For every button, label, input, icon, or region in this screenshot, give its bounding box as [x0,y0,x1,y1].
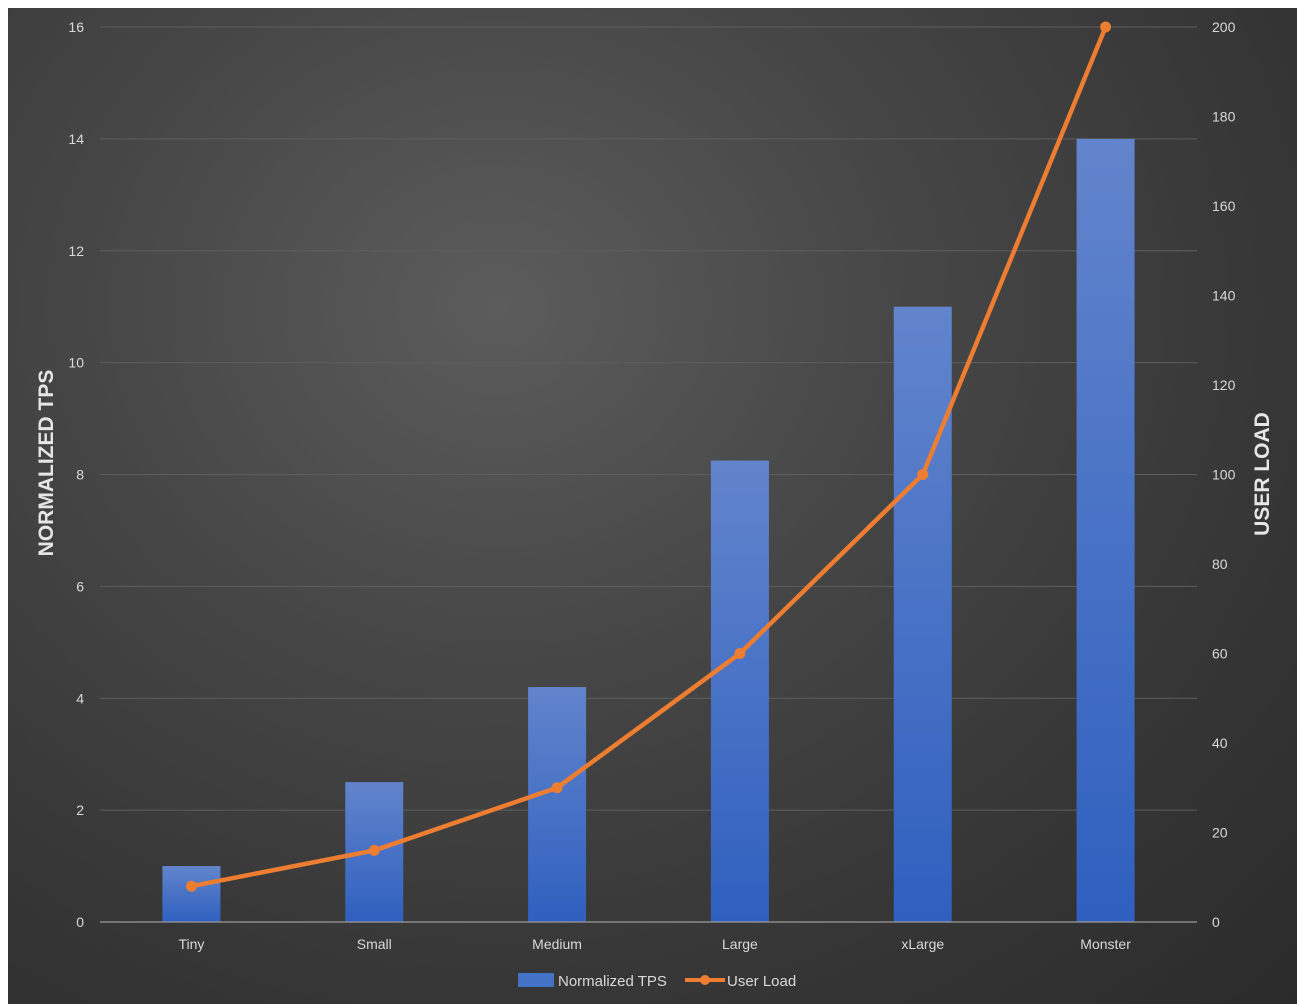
legend-label: User Load [727,973,796,990]
x-tick-label: xLarge [901,936,944,952]
line-point [185,880,197,892]
y-tick-label: 14 [68,131,84,147]
legend-line-marker [700,975,710,985]
legend-label: Normalized TPS [558,973,667,990]
y-axis-right: 0 20 40 60 80 100 120 140 160 180 200 [1212,19,1236,930]
x-tick-label: Tiny [178,936,204,952]
y-tick-label: 6 [76,578,84,594]
x-axis: Tiny Small Medium Large xLarge Monster [100,921,1197,952]
y-tick-label: 16 [68,19,84,35]
bar [893,306,952,922]
y2-tick-label: 20 [1212,825,1228,841]
bar [528,687,587,922]
y-tick-label: 0 [76,914,84,930]
y-axis-left: 0 2 4 6 8 10 12 14 16 [68,19,84,930]
line-series [185,21,1112,892]
y2-tick-label: 160 [1212,198,1236,214]
y2-tick-label: 120 [1212,377,1236,393]
y2-tick-label: 40 [1212,735,1228,751]
x-tick-label: Medium [532,936,582,952]
y-axis-title: NORMALIZED TPS [35,370,58,557]
y2-tick-label: 200 [1212,19,1236,35]
y2-tick-label: 140 [1212,288,1236,304]
series-line [189,24,1108,889]
y-tick-label: 4 [76,690,84,706]
gridlines [100,26,1197,811]
bar [162,866,221,922]
y2-tick-label: 100 [1212,467,1236,483]
x-tick-label: Small [357,936,392,952]
legend-bar-swatch [518,973,554,987]
y-tick-label: 12 [68,243,84,259]
bar [1076,138,1135,922]
line-point [368,844,380,856]
bar [710,460,769,922]
y-tick-label: 2 [76,802,84,818]
y2-tick-label: 80 [1212,556,1228,572]
legend: Normalized TPS User Load [518,973,796,990]
y2-tick-label: 60 [1212,646,1228,662]
line-point [917,469,929,480]
line-point [551,782,563,794]
y-tick-label: 8 [76,467,84,483]
x-tick-label: Monster [1080,936,1131,952]
bar-series [162,138,1135,922]
y2-axis-title: USER LOAD [1251,412,1274,536]
y2-tick-label: 0 [1212,914,1220,930]
y2-tick-label: 180 [1212,109,1236,125]
y-tick-label: 10 [68,355,84,371]
line-point [1100,21,1112,33]
x-tick-label: Large [722,936,758,952]
line-point [734,648,746,659]
